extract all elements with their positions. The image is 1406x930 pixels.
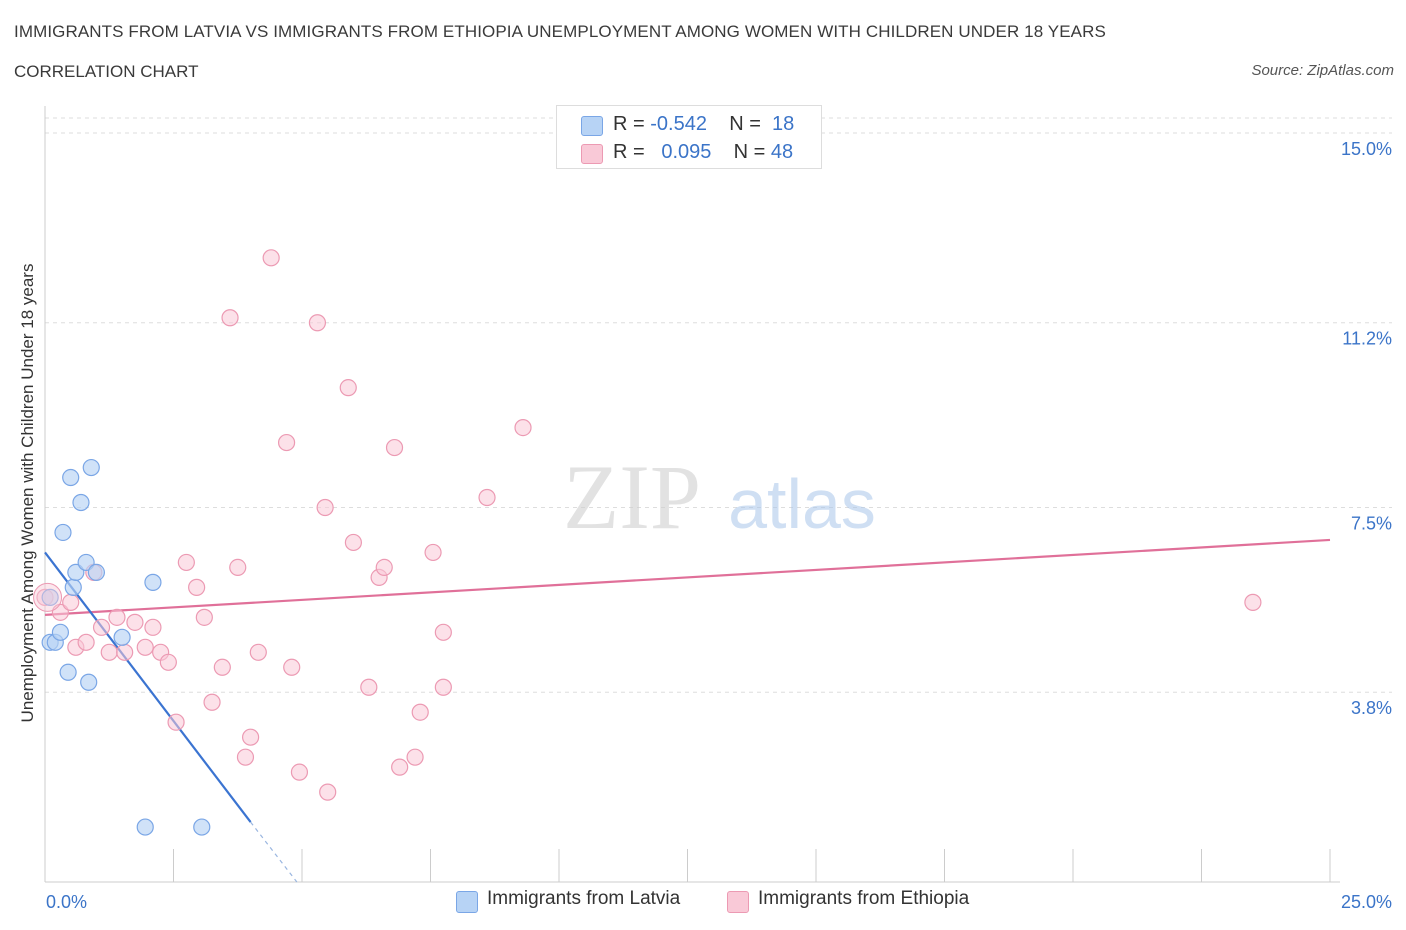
ethiopia-swatch <box>581 144 603 164</box>
latvia-point <box>54 523 72 542</box>
y-tick-label: 7.5% <box>1351 513 1392 533</box>
ethiopia-point <box>195 608 213 626</box>
ethiopia-point <box>308 314 327 332</box>
r-value: 0.095 <box>661 141 712 163</box>
ethiopia-point <box>391 758 409 776</box>
ethiopia-point <box>236 748 255 766</box>
ethiopia-swatch <box>727 891 749 913</box>
latvia-point <box>87 563 106 582</box>
x-tick-label-min: 0.0% <box>46 892 87 912</box>
r-label: R = <box>613 141 651 163</box>
ethiopia-point <box>290 763 309 781</box>
r-value: -0.542 <box>650 113 707 135</box>
ethiopia-point <box>62 593 80 611</box>
latvia-point <box>80 673 98 691</box>
source-label: Source: ZipAtlas.com <box>1251 62 1394 79</box>
y-tick-label: 15.0% <box>1341 139 1392 159</box>
ethiopia-point <box>283 658 301 676</box>
ethiopia-point <box>77 633 95 651</box>
latvia-point <box>62 468 80 487</box>
tick-labels: 3.8% 7.5% 11.2% 15.0% 0.0% 25.0% <box>46 139 1392 912</box>
r-label: R = <box>613 113 651 135</box>
ethiopia-point <box>144 618 162 636</box>
axes <box>44 106 1340 883</box>
latvia-point <box>77 553 95 572</box>
ethiopia-point <box>375 558 393 577</box>
ethiopia-point <box>385 438 404 457</box>
ethiopia-point <box>229 558 247 577</box>
ethiopia-point <box>100 643 118 661</box>
ethiopia-point <box>316 498 334 517</box>
latvia-point <box>193 818 211 836</box>
watermark-zip: ZIP <box>563 446 701 548</box>
correlation-legend: R = -0.542 N = 18 R = 0.095 N = 48 <box>556 105 822 169</box>
chart-title: IMMIGRANTS FROM LATVIA VS IMMIGRANTS FRO… <box>14 22 1106 41</box>
ethiopia-point <box>277 433 296 452</box>
ethiopia-point <box>424 543 442 562</box>
latvia-swatch <box>456 891 478 913</box>
latvia-swatch <box>581 116 603 136</box>
latvia-point <box>59 663 77 681</box>
n-value: 18 <box>772 113 795 135</box>
ethiopia-point <box>136 638 154 656</box>
n-label: N = <box>733 141 771 163</box>
ethiopia-point <box>434 623 452 641</box>
ethiopia-point <box>514 418 532 437</box>
ethiopia-point <box>167 713 185 731</box>
watermark-atlas: atlas <box>728 465 876 543</box>
ethiopia-point <box>249 643 267 661</box>
latvia-point <box>41 588 59 606</box>
gridlines <box>45 117 1392 693</box>
latvia-trend-extension <box>250 821 298 883</box>
n-value: 48 <box>770 141 794 163</box>
legend-label-latvia: Immigrants from Latvia <box>487 888 681 909</box>
ethiopia-trend-line <box>44 538 1331 616</box>
ethiopia-point <box>262 249 280 267</box>
legend-label-ethiopia: Immigrants from Ethiopia <box>758 888 970 909</box>
latvia-point <box>82 458 100 477</box>
ethiopia-point <box>221 309 239 327</box>
latvia-point <box>72 493 90 512</box>
latvia-trend-line <box>44 551 252 823</box>
ethiopia-cluster-point <box>33 582 63 612</box>
y-axis-label: Unemployment Among Women with Children U… <box>18 263 37 723</box>
latvia-point <box>144 573 162 591</box>
data-points <box>33 249 1262 836</box>
ethiopia-point <box>177 553 195 572</box>
ethiopia-point <box>159 653 177 671</box>
ethiopia-point <box>411 703 429 721</box>
latvia-point <box>113 628 131 646</box>
ethiopia-point <box>434 678 452 696</box>
y-tick-label: 11.2% <box>1342 329 1392 349</box>
ethiopia-point <box>242 728 260 746</box>
latvia-point <box>136 818 154 836</box>
ethiopia-point <box>108 608 126 626</box>
latvia-point <box>51 623 70 641</box>
ethiopia-point <box>188 578 206 596</box>
ethiopia-point <box>406 748 424 766</box>
ethiopia-point <box>126 613 144 631</box>
trend-lines <box>44 538 1331 883</box>
chart-subtitle: CORRELATION CHART <box>14 62 199 81</box>
latvia-point <box>67 563 85 582</box>
x-tick-label-max: 25.0% <box>1341 892 1392 912</box>
ethiopia-point <box>339 379 357 397</box>
ethiopia-point <box>360 678 378 696</box>
ethiopia-point <box>213 658 231 676</box>
ethiopia-point <box>92 618 111 636</box>
ethiopia-point <box>116 643 134 661</box>
y-tick-label: 3.8% <box>1351 698 1392 718</box>
latvia-point <box>64 578 82 596</box>
ethiopia-point <box>319 783 337 801</box>
ethiopia-point <box>344 533 362 552</box>
ethiopia-point <box>1244 593 1262 611</box>
ethiopia-point <box>203 693 221 711</box>
n-label: N = <box>729 113 767 135</box>
ethiopia-point <box>478 488 496 507</box>
